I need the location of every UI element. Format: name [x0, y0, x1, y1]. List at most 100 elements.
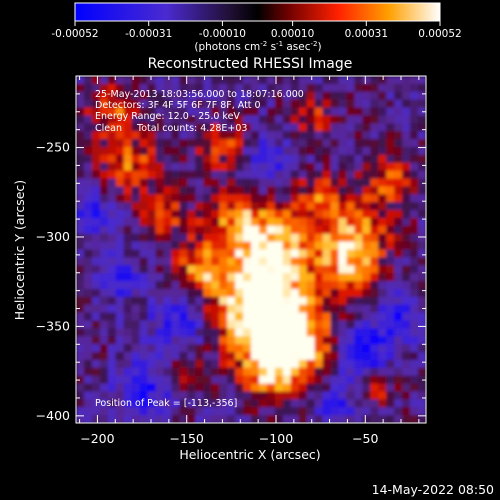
heatmap-cell [314, 107, 324, 117]
heatmap-cell [179, 131, 188, 140]
heatmap-cell [163, 359, 173, 369]
heatmap-cell [131, 225, 141, 235]
x-tick-labels: −200 −150 −100 −50 [80, 431, 378, 446]
heatmap-cell [251, 83, 260, 93]
heatmap-cell [370, 312, 379, 322]
heatmap-cell [163, 281, 173, 290]
heatmap-cell [330, 399, 340, 408]
heatmap-cell [131, 375, 141, 385]
heatmap-cell [147, 383, 157, 393]
heatmap-cell [123, 170, 133, 180]
heatmap-cell [386, 399, 395, 408]
heatmap-cell [362, 83, 371, 93]
heatmap-cell [290, 288, 300, 298]
heatmap-cell [83, 367, 93, 377]
heatmap-cell [107, 312, 117, 322]
heatmap-cell [235, 123, 244, 132]
heatmap-cell [227, 217, 236, 227]
heatmap-cell [402, 162, 411, 172]
heatmap-cell [282, 115, 292, 124]
heatmap-cell [235, 210, 244, 219]
heatmap-cell [123, 415, 133, 423]
heatmap-cell [314, 83, 324, 93]
heatmap-cell [370, 288, 379, 298]
heatmap-cell [306, 131, 316, 140]
heatmap-cell [195, 359, 204, 369]
heatmap-cell [346, 265, 355, 274]
heatmap-cell [266, 202, 276, 211]
heatmap-cell [155, 383, 165, 393]
heatmap-cell [115, 273, 125, 282]
heatmap-cell [163, 375, 173, 385]
heatmap-cell [418, 312, 426, 322]
heatmap-cell [203, 367, 212, 377]
heatmap-cell [235, 320, 244, 329]
heatmap-cell [107, 257, 117, 266]
heatmap-cell [354, 99, 363, 109]
heatmap-cell [394, 115, 403, 124]
heatmap-cell [394, 320, 403, 329]
heatmap-cell [131, 399, 141, 408]
heatmap-cell [139, 217, 149, 227]
heatmap-cell [362, 139, 371, 148]
heatmap-cell [139, 210, 149, 219]
heatmap-cell [274, 123, 284, 132]
heatmap-cell [203, 336, 212, 345]
heatmap-cell [163, 154, 173, 164]
heatmap-cell [386, 367, 395, 377]
heatmap-cell [402, 312, 411, 322]
heatmap-cell [362, 225, 371, 235]
heatmap-cell [219, 162, 228, 172]
heatmap-cell [306, 375, 316, 385]
heatmap-cell [163, 233, 173, 243]
heatmap-cell [203, 399, 212, 408]
heatmap-cell [370, 170, 379, 180]
heatmap-cell [338, 273, 348, 282]
heatmap-cell [354, 375, 363, 385]
heatmap-cell [155, 115, 165, 124]
heatmap-cell [402, 257, 411, 266]
heatmap-cell [123, 407, 133, 416]
heatmap-cell [338, 139, 348, 148]
heatmap-cell [107, 296, 117, 306]
heatmap-cell [139, 115, 149, 124]
heatmap-cell [163, 249, 173, 258]
heatmap-cell [298, 186, 308, 195]
heatmap-cell [362, 210, 371, 219]
heatmap-cell [203, 139, 212, 148]
heatmap-cell [298, 154, 308, 164]
heatmap-cell [258, 123, 268, 132]
heatmap-cell [314, 249, 324, 258]
heatmap-cell [251, 139, 260, 148]
heatmap-cell [370, 225, 379, 235]
heatmap-cell [298, 83, 308, 93]
heatmap-cell [346, 217, 355, 227]
heatmap-cell [370, 336, 379, 345]
heatmap-cell [123, 375, 133, 385]
heatmap-cell [298, 233, 308, 243]
heatmap-cell [107, 83, 117, 93]
heatmap-cell [258, 304, 268, 314]
heatmap-cell [155, 328, 165, 337]
heatmap-cell [386, 139, 395, 148]
heatmap-cell [258, 257, 268, 266]
colorbar-tick-label: 0.00010 [271, 28, 314, 40]
heatmap-cell [274, 320, 284, 329]
heatmap-cell [155, 407, 165, 416]
heatmap-cell [147, 170, 157, 180]
heatmap-cell [179, 186, 188, 195]
heatmap-cell [131, 407, 141, 416]
heatmap-cell [410, 210, 419, 219]
heatmap-cell [386, 281, 395, 290]
heatmap-cell [139, 257, 149, 266]
heatmap-cell [274, 273, 284, 282]
heatmap-cell [370, 91, 379, 101]
heatmap-cell [251, 99, 260, 109]
heatmap-cell [354, 273, 363, 282]
heatmap-cell [91, 312, 101, 322]
heatmap-cell [402, 249, 411, 258]
heatmap-cell [99, 375, 109, 385]
heatmap-cell [91, 304, 101, 314]
heatmap-cell [83, 178, 93, 188]
